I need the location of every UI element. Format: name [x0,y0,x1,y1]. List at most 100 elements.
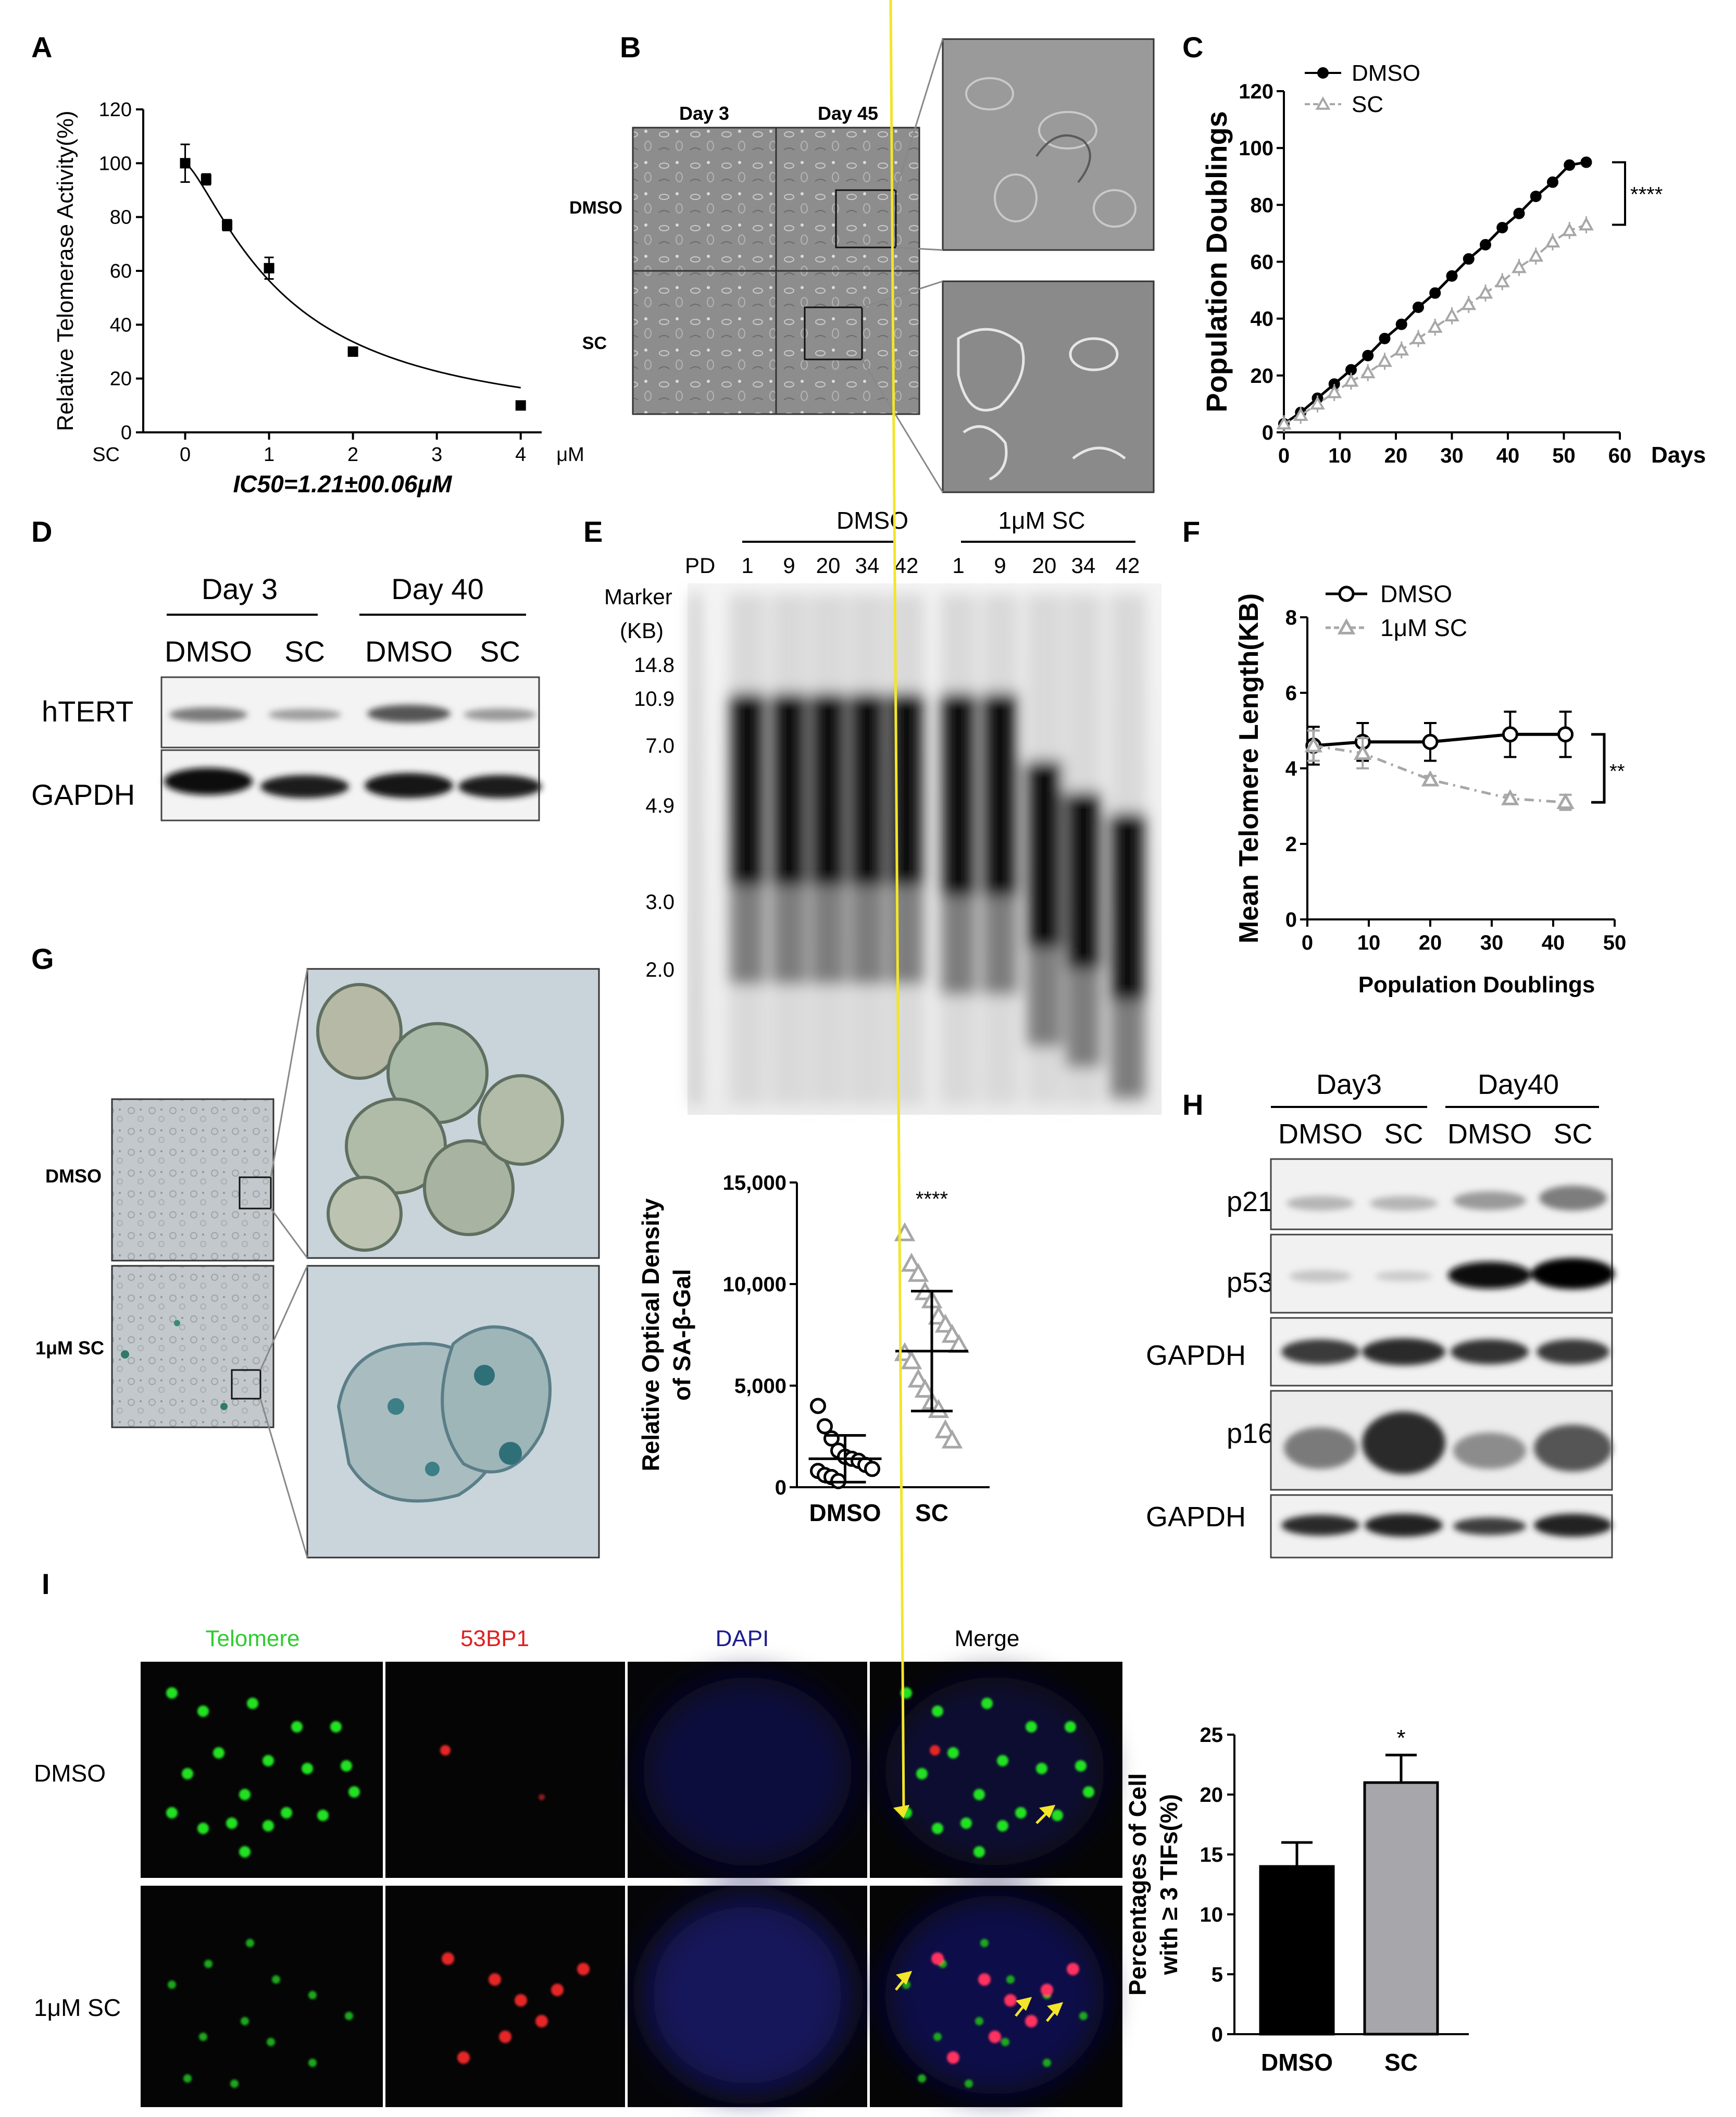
telomere-focus [247,1698,258,1709]
if-sc-53bp1 [385,1886,625,2107]
telomere-focus [230,2079,239,2088]
chart-c-population-doublings: 0 20 40 60 80 100 120 0 10 20 30 40 50 60 Days Populati… [1200,60,1706,468]
if-dmso-53bp1 [385,1662,625,1878]
data-point-dmso [1580,156,1592,168]
lane-band [982,693,1018,896]
merge-53bp1-focus [931,1952,944,1965]
row-label-htert: hTERT [42,695,133,728]
lane-band [810,693,846,886]
scatter-point [901,1252,922,1272]
lane-tail [941,896,976,995]
col-label-day3: Day 3 [679,103,729,124]
y-tick-label: 20 [1251,365,1274,388]
53bp1-focus [535,2015,548,2027]
telomere-focus [263,1755,274,1766]
lane-band [1027,761,1062,948]
lane-label-h-1: DMSO [1278,1118,1363,1150]
y-tick-label: 0 [1212,2023,1223,2046]
merge-53bp1-focus [947,2051,959,2064]
y-tick-label: 8 [1285,606,1297,629]
significance-bracket [1591,733,1606,804]
chart-i-tif-percentage: 0 5 10 15 20 25 Percentages of Cell with ≥ 3 TI… [1124,1724,1469,2076]
row-label-dmso: DMSO [569,198,622,218]
marker-10-9: 10.9 [634,688,675,711]
telomere-focus [267,2038,275,2046]
53bp1-focus [440,1745,451,1755]
zoom-box-sc [804,306,863,360]
lane-tail [850,886,885,985]
telomere-focus [345,2012,353,2020]
data-point-sc [1310,396,1325,410]
lane-label-4: SC [480,635,520,668]
lane-tail [1066,969,1101,1068]
panel-label-f: F [1182,515,1200,548]
lane-pd-7: 9 [994,553,1006,578]
panel-d-western-blot: Day 3 Day 40 DMSO SC DMSO SC hTERT GAPDH [31,572,542,821]
zoom-cells-g-dmso [316,983,564,1252]
lane-label-h-2: SC [1384,1118,1423,1150]
panel-label-b: B [620,31,641,64]
telomere-focus [204,1960,213,1968]
data-point [201,174,211,185]
merge-telomere-focus [1036,1763,1047,1774]
telomere-focus [246,1939,254,1947]
significance-bracket [1612,161,1626,226]
53bp1-focus [551,1984,564,1996]
y-tick-label: 100 [99,153,132,175]
merge-53bp1-focus [1041,1984,1053,1996]
panel-label-h: H [1182,1088,1203,1121]
data-point-dmso [1362,350,1374,362]
col-label-53bp1: 53BP1 [460,1626,529,1651]
data-point-dmso [1379,332,1391,344]
category-label: DMSO [1261,2049,1333,2076]
merge-telomere-focus [973,1789,985,1800]
lane-label-h-4: SC [1553,1118,1592,1150]
telomere-focus [166,1687,178,1699]
col-label-merge: Merge [955,1626,1020,1651]
data-point-dmso [1429,287,1441,299]
category-label: DMSO [809,1499,881,1526]
telomere-focus [308,1991,317,1999]
legend-label: DMSO [1380,580,1452,607]
y-axis-title: Population Doublings [1200,111,1233,413]
legend-marker [1315,96,1331,110]
significance-label: **** [1630,183,1663,206]
y-tick-label: 10 [1200,1903,1223,1926]
merge-telomere-focus [1065,1721,1076,1733]
data-point-sc [1545,234,1560,248]
x-tick-label: 0 [1278,444,1290,467]
lane-label-2: SC [284,635,325,668]
telomere-focus [197,1823,209,1834]
lane-tail [1027,948,1062,1047]
panel-labels: A B C D E F G H I [31,31,1203,1600]
image-sc-low [111,1265,274,1428]
y-tick-label: 15,000 [723,1172,786,1194]
data-point [1557,726,1574,743]
telomere-focus [330,1721,342,1733]
data-point-dmso [1480,239,1491,251]
scatter-point [864,1461,880,1477]
group-label-dmso: DMSO [836,507,908,534]
telomere-focus [183,2074,192,2083]
marker-2-0: 2.0 [645,958,675,981]
row-label-i-sc: 1μM SC [34,1994,121,2021]
x-tick-label: 30 [1440,444,1464,467]
panel-label-g: G [31,942,54,975]
lane-pd-2: 9 [783,553,795,578]
data-point-sc [1343,373,1359,387]
merge-telomere-focus [1052,1810,1063,1821]
x-tick-label: 30 [1480,931,1504,954]
legend-marker [1317,67,1329,79]
zoom-cells-g-sc [336,1325,552,1503]
y-tick-label: 40 [1251,308,1274,331]
group-label-sc: 1μM SC [998,507,1085,534]
lane-pd-8: 20 [1032,553,1057,578]
y-tick-label: 10,000 [723,1273,786,1296]
row-label-sc: SC [582,333,607,353]
x-unit-label: Days [1651,442,1706,468]
zoom-box-dmso [835,189,897,248]
y-tick-label: 0 [1262,421,1273,444]
scatter-point [914,1378,936,1398]
x-axis-title: Population Doublings [1358,972,1595,998]
